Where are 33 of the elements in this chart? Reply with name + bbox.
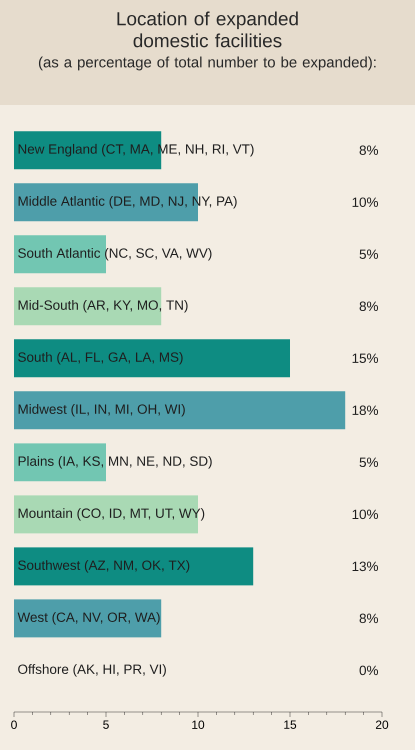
y-tick-label: West (CA, NV, OR, WA) [18,612,160,625]
data-label: 8% [360,302,378,312]
y-tick-label: Mid-South (AR, KY, MO, TN) [18,300,188,313]
bar [14,287,162,326]
y-tick-label: Offshore (AK, HI, PR, VI) [18,664,166,677]
data-label: 0% [360,666,378,676]
x-tick-label: 10 [192,720,204,729]
data-label: 15% [352,354,378,364]
bar [14,547,254,586]
data-label: 18% [352,406,378,416]
data-label: 5% [360,458,378,468]
data-label: 5% [360,250,378,259]
bar [14,339,290,378]
y-tick-label: South (AL, FL, GA, LA, MS) [18,352,183,365]
y-tick-label: Mountain (CO, ID, MT, UT, WY) [18,508,204,521]
chart-title: Location of expanded domestic facilities [117,12,298,48]
bar [14,599,162,638]
data-label: 8% [360,145,378,155]
y-tick-label: Midwest (IL, IN, MI, OH, WI) [18,404,185,417]
data-label: 13% [352,562,378,572]
data-label: 10% [352,197,378,207]
data-label: 8% [360,614,378,624]
bar [14,391,346,430]
y-tick-label: Southwest (AZ, NM, OK, TX) [18,560,190,573]
x-tick-label: 5 [103,720,109,729]
data-label: 10% [352,510,378,520]
y-tick-label: Plains (IA, KS, MN, NE, ND, SD) [18,456,212,469]
x-tick-label: 20 [376,720,388,729]
bar [14,235,106,274]
x-tick-label: 15 [284,720,296,729]
bar [14,443,106,482]
x-tick-label: 0 [11,720,17,729]
chart-subtitle: (as a percentage of total number to be expanded): [38,56,376,70]
